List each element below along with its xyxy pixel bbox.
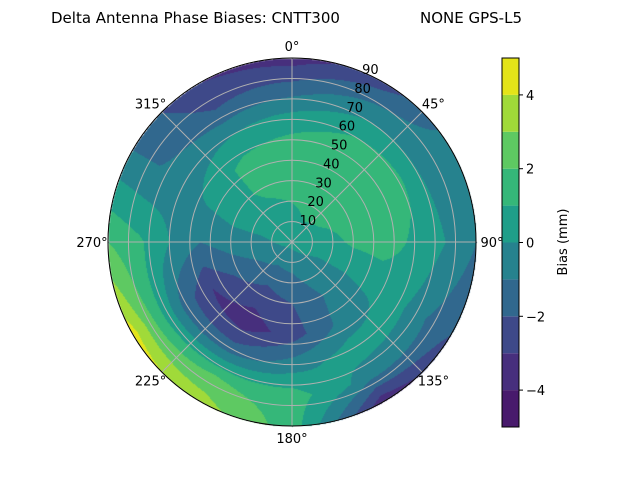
colorbar-band [502,316,519,354]
colorbar-band [502,94,519,132]
colorbar-band [502,205,519,243]
r-tick-label: 50 [331,139,348,154]
theta-tick-label: 135° [418,375,449,390]
colorbar-band [502,168,519,206]
theta-tick-labels: 0° 45° 90° 135° 180° 225° 270° 315° [76,40,503,447]
colorbar-tick-label: −2 [526,310,545,325]
colorbar-tick-label: 2 [526,163,534,178]
theta-tick-label: 90° [480,236,503,251]
theta-gridline [291,241,423,373]
r-tick-label: 30 [315,176,332,191]
r-tick-labels: 10 20 30 40 50 60 70 80 90 [300,63,379,229]
theta-tick-label: 0° [285,40,300,55]
colorbar: −4 −2 0 2 4 [501,57,545,428]
theta-tick-label: 315° [135,97,166,112]
colorbar-band [502,58,519,95]
colorbar-band [502,390,519,427]
r-tick-label: 60 [339,120,356,135]
colorbar-label: Bias (mm) [556,209,571,276]
theta-gridline [161,241,293,373]
theta-tick-label: 225° [135,375,166,390]
r-tick-label: 90 [362,63,379,78]
theta-gridline [161,111,293,243]
theta-gridline [291,111,423,243]
theta-tick-label: 270° [76,236,107,251]
colorbar-tick-label: 4 [526,89,534,104]
chart-title-right: NONE GPS-L5 [420,9,522,27]
colorbar-tick-label: −4 [526,384,545,399]
theta-tick-label: 45° [422,97,445,112]
colorbar-band [502,131,519,169]
colorbar-tick-label: 0 [526,237,534,252]
colorbar-band [502,353,519,391]
r-tick-label: 20 [307,195,324,210]
colorbar-band [502,279,519,317]
r-tick-label: 70 [346,101,363,116]
polar-grid [107,57,477,427]
colorbar-band [502,242,519,280]
r-tick-label: 10 [300,214,317,229]
chart-title: Delta Antenna Phase Biases: CNTT300 [51,9,340,27]
r-tick-label: 80 [354,82,371,97]
r-tick-label: 40 [323,157,340,172]
polar-frame [107,57,477,427]
theta-tick-label: 180° [276,432,307,447]
